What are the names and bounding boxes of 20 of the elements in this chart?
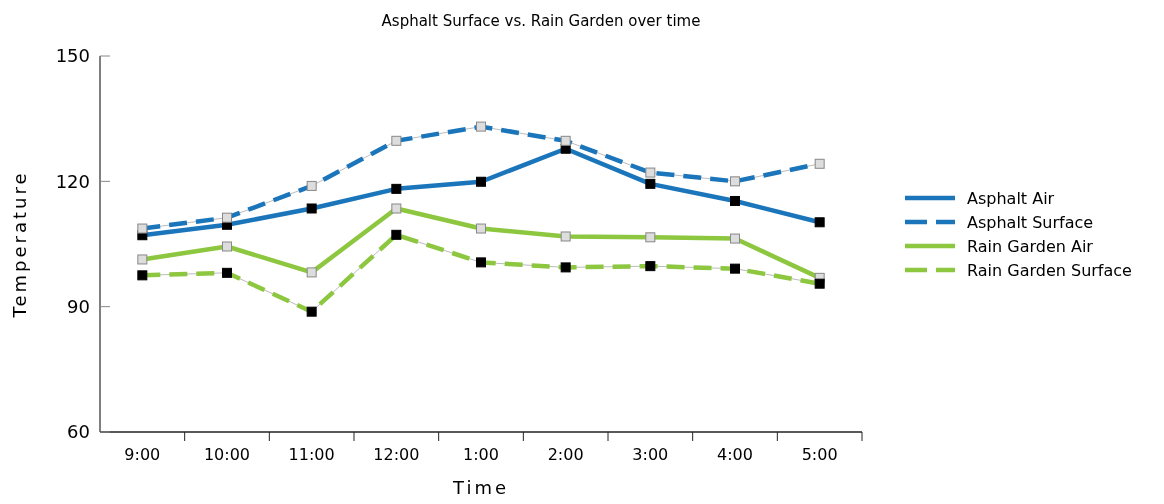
chart-title: Asphalt Surface vs. Rain Garden over time [381,12,701,30]
legend-label: Rain Garden Surface [967,260,1132,280]
x-tick-label: 12:00 [373,445,420,464]
x-axis-title: Time [451,477,510,498]
legend-label: Asphalt Surface [967,212,1094,232]
x-tick-label: 9:00 [124,445,161,464]
y-axis-title: Temperature [9,170,30,319]
y-tick-label: 150 [55,45,90,67]
legend-label: Asphalt Air [967,188,1055,208]
x-tick-label: 11:00 [288,445,335,464]
x-tick-label: 10:00 [203,445,251,464]
x-tick-label: 5:00 [801,445,838,464]
x-tick-label: 1:00 [463,445,499,464]
y-tick-label: 90 [67,295,90,317]
legend-label: Rain Garden Air [967,236,1094,256]
x-tick-label: 3:00 [632,445,669,464]
x-tick-label: 4:00 [717,445,753,464]
y-tick-label: 120 [55,170,90,192]
y-tick-label: 60 [67,421,90,443]
x-tick-label: 2:00 [547,445,584,464]
